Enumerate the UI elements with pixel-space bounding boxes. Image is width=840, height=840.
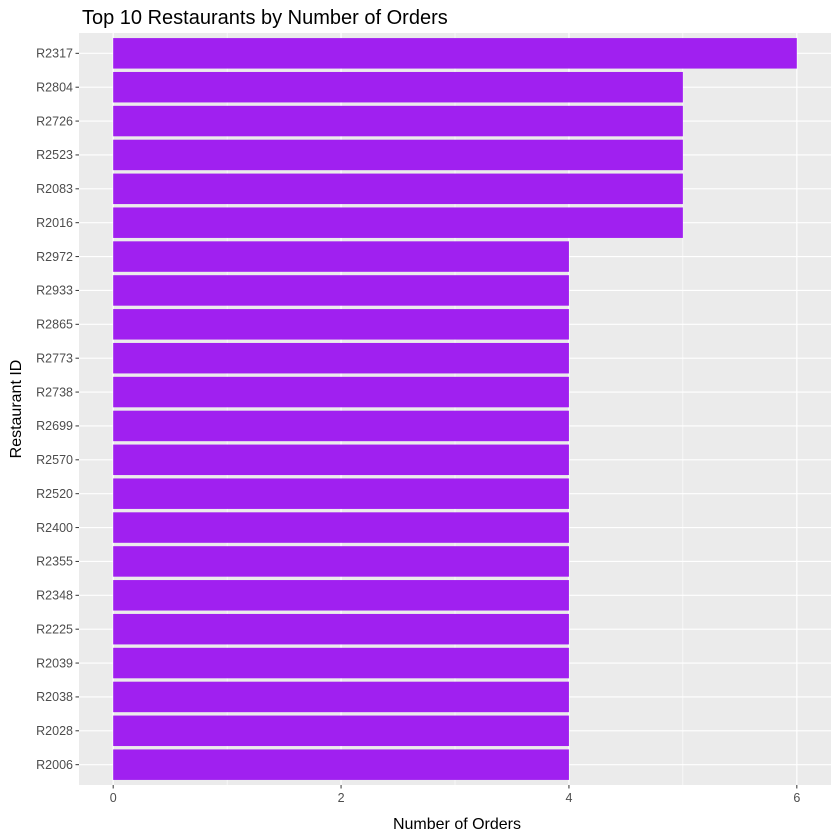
y-tick-label: R2726 <box>36 114 73 128</box>
bar-R2317 <box>113 38 797 69</box>
y-tick-label: R2083 <box>36 182 73 196</box>
y-tick-label: R2738 <box>36 385 73 399</box>
x-tick-label: 4 <box>565 791 572 805</box>
bar-R2699 <box>113 410 569 442</box>
y-tick-label: R2317 <box>36 47 73 61</box>
y-tick-label: R2972 <box>36 250 73 264</box>
bar-R2570 <box>113 444 569 476</box>
bar-R2738 <box>113 376 569 408</box>
x-axis-title: Number of Orders <box>393 816 521 833</box>
x-tick-label: 2 <box>338 791 345 805</box>
y-tick-label: R2225 <box>36 622 73 636</box>
bar-R2016 <box>113 207 683 238</box>
y-tick-label: R2699 <box>36 419 73 433</box>
bar-R2038 <box>113 681 569 713</box>
y-tick-label: R2355 <box>36 555 73 569</box>
x-tick-label: 0 <box>110 791 117 805</box>
x-tick-label: 6 <box>793 791 800 805</box>
y-tick-label: R2520 <box>36 487 73 501</box>
bar-R2865 <box>113 309 569 340</box>
bar-R2523 <box>113 139 683 171</box>
y-tick-label: R2400 <box>36 521 73 535</box>
bar-R2348 <box>113 580 569 611</box>
y-tick-label: R2348 <box>36 589 73 603</box>
bar-R2773 <box>113 342 569 374</box>
y-axis: R2317 R2804 R2726 R2523 R2083 R2016 R2972 R2933… <box>36 47 79 772</box>
bar-R2804 <box>113 71 683 103</box>
bar-R2400 <box>113 512 569 543</box>
bar-R2933 <box>113 275 569 306</box>
y-tick-label: R2028 <box>36 724 73 738</box>
bar-R2083 <box>113 173 683 205</box>
bar-R2225 <box>113 613 569 645</box>
y-axis-title: Restaurant ID <box>8 360 25 459</box>
bar-R2726 <box>113 105 683 137</box>
bars <box>113 38 797 780</box>
y-tick-label: R2865 <box>36 318 73 332</box>
bar-R2006 <box>113 749 569 780</box>
y-tick-label: R2016 <box>36 216 73 230</box>
bar-R2039 <box>113 647 569 679</box>
y-tick-label: R2038 <box>36 690 73 704</box>
x-axis: 0 2 4 6 <box>110 785 800 805</box>
y-tick-label: R2570 <box>36 453 73 467</box>
bar-R2028 <box>113 715 569 747</box>
y-tick-label: R2039 <box>36 656 73 670</box>
bar-R2355 <box>113 546 569 577</box>
y-tick-label: R2773 <box>36 351 73 365</box>
chart-title: Top 10 Restaurants by Number of Orders <box>82 7 448 29</box>
bar-R2520 <box>113 478 569 509</box>
y-tick-label: R2006 <box>36 758 73 772</box>
bar-R2972 <box>113 241 569 272</box>
y-tick-label: R2523 <box>36 148 73 162</box>
y-tick-label: R2804 <box>36 80 73 94</box>
y-tick-label: R2933 <box>36 284 73 298</box>
